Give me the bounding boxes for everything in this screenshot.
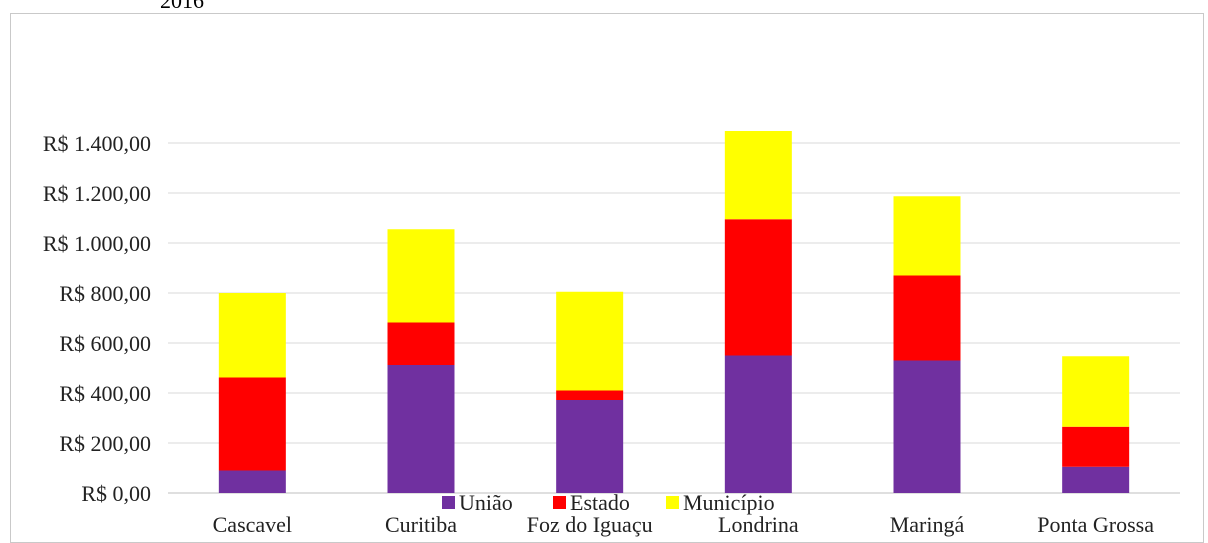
bar-segment [893, 196, 961, 276]
x-axis-category-labels: Cascavel Curitiba Foz do Iguaçu Londrina Mar… [213, 512, 1155, 537]
bar-segment [556, 390, 624, 400]
bar-segment [1062, 426, 1130, 467]
bar-segment [556, 291, 624, 391]
x-category-label: Cascavel [213, 512, 292, 537]
bar-segment [724, 219, 792, 356]
bar-segment [218, 470, 286, 493]
legend-label: Estado [570, 490, 630, 515]
bar-segment [556, 400, 624, 493]
bar-segment [1062, 356, 1130, 427]
x-category-label: Foz do Iguaçu [527, 512, 653, 537]
legend-label: Município [683, 490, 775, 515]
y-axis-tick-labels: R$ 0,00 R$ 200,00 R$ 400,00 R$ 600,00 R$ 800… [43, 131, 151, 506]
y-tick-label: R$ 1.000,00 [43, 231, 151, 256]
y-tick-label: R$ 200,00 [59, 431, 151, 456]
y-tick-label: R$ 400,00 [59, 381, 151, 406]
y-tick-label: R$ 1.400,00 [43, 131, 151, 156]
y-tick-label: R$ 600,00 [59, 331, 151, 356]
gridlines [168, 142, 1180, 494]
bar-segment [387, 229, 455, 323]
x-category-label: Maringá [890, 512, 965, 537]
legend-swatch [442, 496, 455, 509]
x-category-label: Ponta Grossa [1037, 512, 1154, 537]
chart-title: 2016 [160, 0, 204, 13]
bar-segment [218, 377, 286, 471]
y-tick-label: R$ 1.200,00 [43, 181, 151, 206]
bar-segment [387, 322, 455, 365]
legend: União Estado Município [442, 490, 775, 515]
legend-swatch [666, 496, 679, 509]
bar-segment [724, 131, 792, 220]
bar-segment [724, 355, 792, 493]
legend-swatch [553, 496, 566, 509]
bar-segment [1062, 466, 1130, 493]
y-tick-label: R$ 800,00 [59, 281, 151, 306]
bar-segment [218, 293, 286, 378]
y-tick-label: R$ 0,00 [81, 481, 151, 506]
bar-segment [387, 365, 455, 493]
legend-label: União [459, 490, 513, 515]
bar-segment [893, 275, 961, 361]
x-category-label: Londrina [718, 512, 799, 537]
bars [218, 131, 1130, 493]
x-category-label: Curitiba [385, 512, 457, 537]
bar-segment [893, 360, 961, 493]
